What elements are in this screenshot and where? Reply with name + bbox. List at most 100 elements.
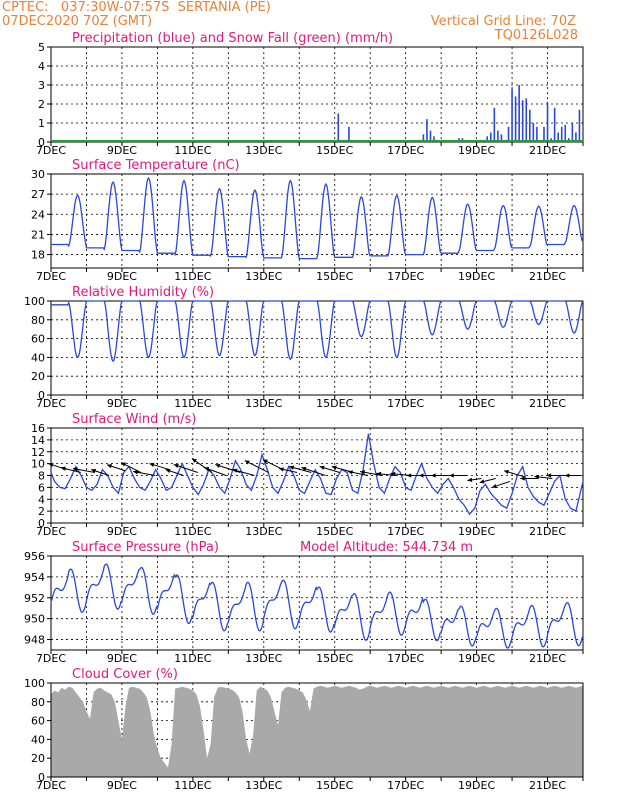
precip-bar [486,136,489,142]
wind-vector [360,470,383,476]
pressure-title: Surface Pressure (hPa) [72,540,219,555]
precip-title: Precipitation (blue) and Snow Fall (gree… [72,31,393,46]
wind-xtick-label: 7DEC [36,525,66,538]
temp-xtick-label: 13DEC [245,270,282,283]
pressure-xtick-label: 15DEC [316,652,353,665]
wind-vector [165,468,184,476]
precip-xtick-label: 13DEC [245,144,282,157]
cloud-xtick-label: 9DEC [107,779,137,792]
precip-bar [426,119,428,142]
pressure-plot [50,563,584,649]
precip-ytick-label: 2 [38,98,45,111]
wind-vector [289,465,312,474]
precip-bar [571,123,574,142]
wind-vector [467,477,482,482]
header-location: CPTEC: 037:30W-07:57S SERTANIA (PE) [2,0,271,15]
wind-vector-head [564,473,570,478]
precip-ytick-label: 4 [38,60,45,73]
wind-speed-line [50,433,584,516]
precip-frame [50,46,584,143]
wind-vector [278,467,298,474]
header-run-time: 07DEC2020 70Z (GMT) [2,14,153,29]
temp-xtick-label: 21DEC [529,270,566,283]
cloud-xtick-label: 15DEC [316,779,353,792]
cloud-title: Cloud Cover (%) [72,667,178,682]
rh-xtick-label: 13DEC [245,397,282,410]
precip-xtick-label: 19DEC [458,144,495,157]
precip-bar [422,134,425,142]
wind-vector-head [91,468,97,473]
humidity-line [51,300,584,363]
wind-vector [503,469,525,478]
wind-vector-head [546,473,552,478]
pressure-xtick-label: 21DEC [529,652,566,665]
precip-bar [507,126,510,142]
pressure-frame [50,555,584,651]
wind-plot [48,433,584,516]
wind-vector-head [319,465,325,470]
wind-vector [149,462,170,471]
temp-xtick-label: 17DEC [387,270,424,283]
wind-vector [347,470,369,476]
precip-bar [500,134,503,142]
precip-ytick-label: 3 [38,79,45,92]
temp-ytick-label: 27 [31,188,45,201]
wind-vector-head [467,477,473,482]
pressure-altitude: Model Altitude: 544.734 m [300,540,473,555]
temp-xtick-label: 15DEC [316,270,353,283]
temp-plot [51,176,584,260]
precip-bar [497,130,499,142]
wind-vector-head [491,483,497,489]
cloud-plot [51,685,583,777]
pressure-chart: 948 950 952 954 956 7DEC 9DEC 11DEC 13DEC 15DEC 17… [24,540,584,665]
temperature-line [51,176,584,260]
precip-bar [532,123,535,142]
pressure-xtick-label: 19DEC [458,652,495,665]
wind-vector-head [301,466,307,471]
wind-vector-head [244,460,250,465]
pressure-xtick-label: 17DEC [387,652,424,665]
cloud-ytick-label: 0 [38,771,45,784]
wind-vector-head [60,466,66,471]
wind-ytick-label: 10 [31,458,45,471]
rh-title: Relative Humidity (%) [72,285,214,300]
pressure-xtick-label: 13DEC [245,652,282,665]
wind-title: Surface Wind (m/s) [72,412,196,427]
cloud-xtick-label: 17DEC [387,779,424,792]
wind-vector-head [348,470,353,475]
rh-xtick-label: 15DEC [316,397,353,410]
precip-bar [511,88,513,142]
precip-ytick-label: 5 [38,41,45,54]
wind-vector-head [173,463,179,469]
rh-xtick-label: 9DEC [107,397,137,410]
rh-ytick-label: 60 [31,333,45,346]
wind-vector-head [534,474,540,480]
wind-vector [203,466,227,476]
pressure-ytick-label: 950 [24,613,45,626]
wind-vector-head [390,471,396,477]
temp-frame [50,173,584,269]
precip-bar [348,126,350,142]
temp-xtick-label: 11DEC [174,270,211,283]
precip-bar [543,126,545,142]
wind-vector-head [215,463,221,468]
precip-bar [529,109,531,142]
cloud-ytick-label: 80 [31,696,45,709]
cloud-xtick-label: 7DEC [36,779,66,792]
wind-vector [564,473,581,478]
wind-vector-head [133,470,139,475]
rh-frame [50,300,584,396]
pressure-xtick-label: 11DEC [174,652,211,665]
wind-vector [133,470,156,476]
precip-bar [525,98,528,142]
wind-vector-head [262,459,268,464]
pressure-ytick-label: 954 [24,571,45,584]
wind-vector [319,465,340,474]
precip-bar [575,132,577,142]
wind-vector [520,476,539,481]
wind-vector-head [191,458,197,463]
rh-ytick-label: 100 [24,295,45,308]
rh-ytick-label: 0 [38,389,45,402]
wind-vector [173,463,198,474]
